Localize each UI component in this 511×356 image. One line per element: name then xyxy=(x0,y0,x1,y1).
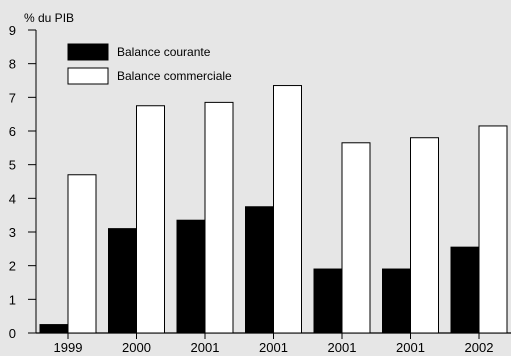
bar-balance-commerciale xyxy=(67,174,97,334)
x-tick-label: 2000 xyxy=(122,340,151,355)
y-tick-label: 3 xyxy=(9,225,16,240)
y-tick-label: 6 xyxy=(9,124,16,139)
y-tick-label: 0 xyxy=(9,326,16,341)
x-tick-label: 2001 xyxy=(259,340,288,355)
bar-balance-courante xyxy=(313,268,343,334)
legend-swatch xyxy=(67,67,109,85)
y-axis: 0 1 2 3 4 5 6 7 8 9 xyxy=(9,23,37,341)
legend-swatch xyxy=(67,43,109,61)
y-tick-label: 2 xyxy=(9,259,16,274)
x-tick-label: 2001 xyxy=(328,340,357,355)
bar-balance-courante xyxy=(108,228,137,334)
legend-label: Balance courante xyxy=(117,45,211,59)
bar-balance-commerciale xyxy=(136,105,165,334)
bars xyxy=(39,85,508,334)
x-tick-label: 2001 xyxy=(191,340,220,355)
bar-balance-courante xyxy=(450,246,480,334)
y-tick-label: 8 xyxy=(9,57,16,72)
x-tick-label: 2001 xyxy=(396,340,425,355)
y-tick-label: 4 xyxy=(9,191,16,206)
legend: Balance courante Balance commerciale xyxy=(67,43,232,85)
bar-balance-courante xyxy=(382,268,411,334)
bar-balance-commerciale xyxy=(410,137,439,334)
y-tick-label: 5 xyxy=(9,158,16,173)
bar-balance-commerciale xyxy=(478,125,508,334)
bar-balance-commerciale xyxy=(204,101,234,334)
y-tick-label: 9 xyxy=(9,23,16,38)
y-tick-label: 1 xyxy=(9,292,16,307)
x-tick-label: 1999 xyxy=(54,340,83,355)
bar-balance-courante xyxy=(176,219,206,334)
y-axis-label: % du PIB xyxy=(24,11,74,25)
bar-balance-courante xyxy=(39,324,69,334)
x-tick-label: 2002 xyxy=(465,340,494,355)
bar-balance-courante xyxy=(245,206,274,334)
bar-balance-commerciale xyxy=(341,142,371,334)
y-tick-label: 7 xyxy=(9,90,16,105)
x-axis: 1999 2000 2001 2001 2001 2001 2002 xyxy=(36,332,511,355)
bar-balance-commerciale xyxy=(273,85,302,334)
legend-label: Balance commerciale xyxy=(117,69,232,83)
